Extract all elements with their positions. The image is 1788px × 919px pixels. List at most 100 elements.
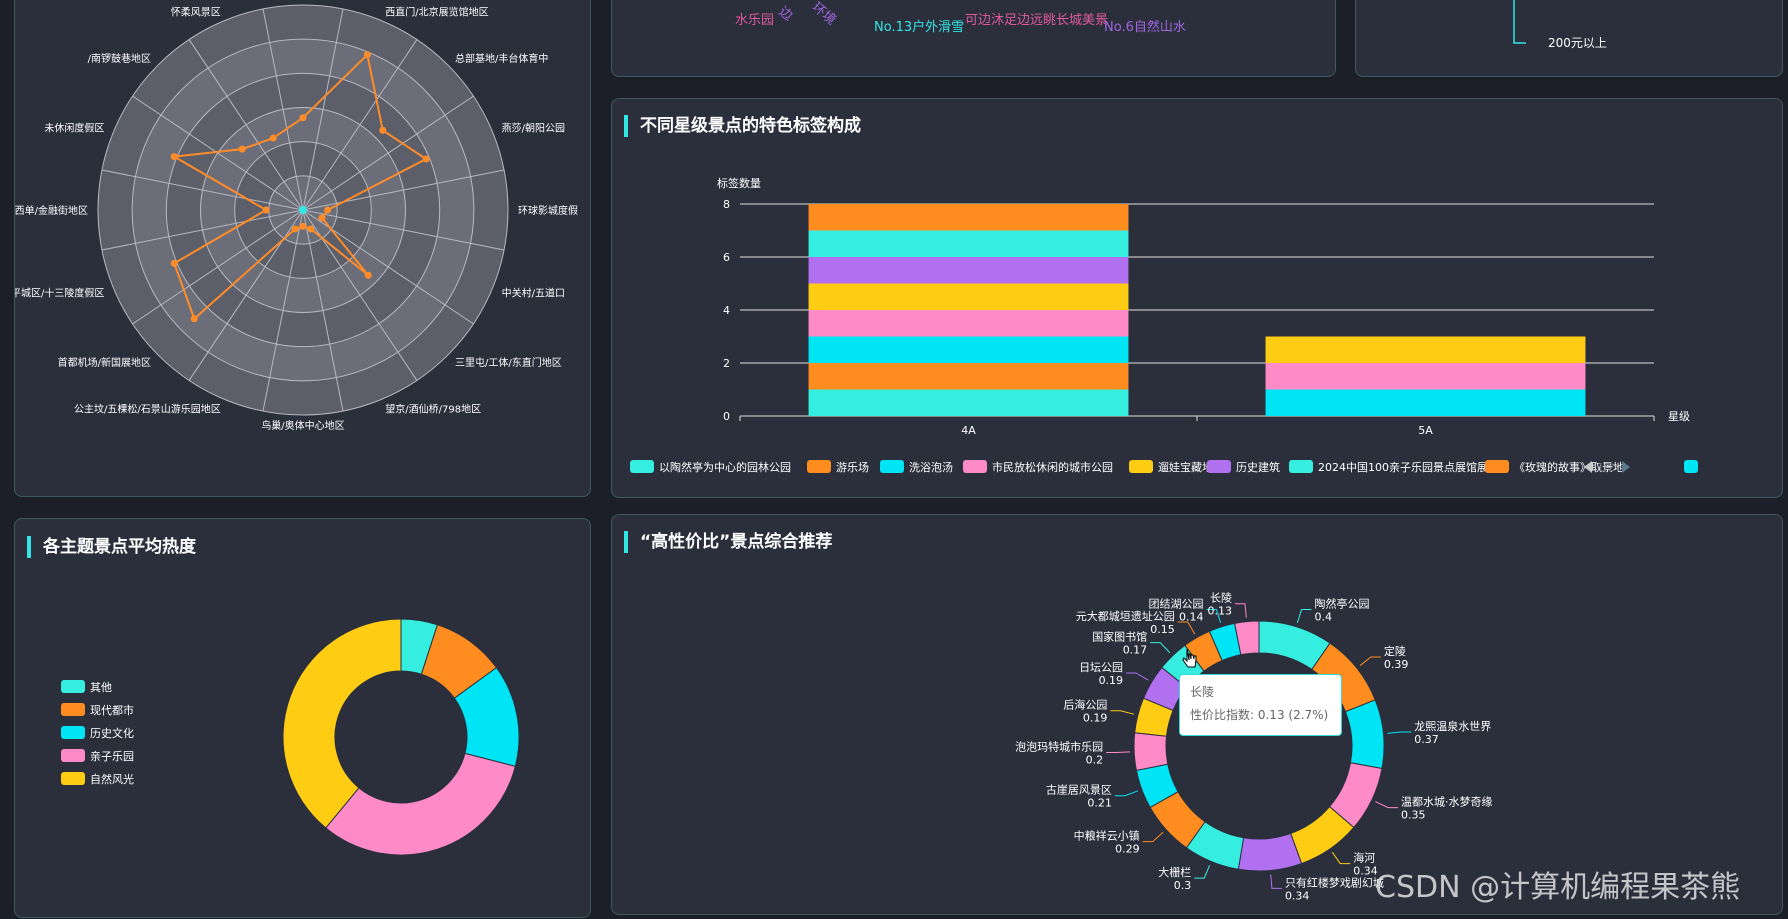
tag-panel-title: 不同星级景点的特色标签构成 [624, 115, 861, 137]
bar-legend-swatch-more [1684, 460, 1698, 473]
bar-legend-label: 2024中国100亲子乐园景点展馆展览 [1318, 460, 1499, 474]
value-slice-value: 0.19 [1083, 712, 1108, 725]
bar-legend-label: 洗浴泡汤 [909, 460, 953, 474]
radar-spoke [132, 95, 304, 211]
bar-legend-label: 游乐场 [836, 460, 869, 474]
value-label-line [1114, 790, 1139, 797]
watermark: CSDN @计算机编程果茶熊 [1375, 870, 1741, 905]
value-slice-label: 大栅栏 [1158, 865, 1191, 879]
top-mid-item-1: 水乐园 [735, 13, 775, 28]
bar-y-tick-label: 2 [723, 357, 730, 370]
radar-point [324, 206, 332, 214]
bar-segment [808, 389, 1129, 416]
value-slice-value: 0.14 [1179, 610, 1204, 623]
radar-point [363, 51, 371, 59]
bar-y-tick-label: 6 [723, 251, 730, 264]
radar-point [422, 155, 430, 163]
legend-prev-icon [1584, 461, 1592, 473]
value-label-line [1106, 751, 1131, 753]
bar-legend-swatch [630, 460, 654, 473]
radar-point [299, 114, 307, 122]
radar-point [170, 153, 178, 161]
tag-composition-panel: 不同星级景点的特色标签构成 0 2 4 6 8 标签数量 星级 4A 5A 以陶然亭为中心的园林公… [611, 98, 1783, 498]
theme-legend-swatch [61, 680, 85, 693]
value-slice-label: 中粮祥云小镇 [1074, 829, 1140, 843]
theme-legend-swatch [61, 749, 85, 762]
value-slice-label: 陶然亭公园 [1315, 596, 1370, 610]
theme-legend-label: 自然风光 [90, 772, 134, 786]
radar-axis-label: 燕莎/朝阳公园 [502, 122, 565, 135]
bar-x-tick-label: 5A [1418, 424, 1433, 437]
legend-next-icon [1622, 461, 1630, 473]
value-slice [1344, 699, 1385, 770]
value-slice-label: 长陵 [1210, 592, 1232, 605]
value-slice-value: 0.2 [1086, 753, 1104, 766]
value-label-line [1150, 642, 1171, 654]
theme-heat-title: 各主题景点平均热度 [27, 536, 196, 558]
bar-x-axis-label: 星级 [1668, 410, 1690, 423]
bar-legend-label: 市民放松休闲的城市公园 [992, 460, 1113, 474]
value-label-line [1194, 864, 1211, 879]
top-right-panel: 200元以上 [1355, 0, 1783, 77]
radar-axis-label: 三里屯/工体/东直门地区 [455, 356, 562, 369]
radar-point [299, 222, 307, 230]
value-slice-value: 0.34 [1353, 865, 1378, 878]
value-slice-label: 古崖居风景区 [1046, 784, 1112, 797]
bar-segment [808, 310, 1129, 337]
value-slice-value: 0.3 [1174, 879, 1192, 892]
value-slice-label: 国家图书馆 [1092, 630, 1147, 644]
radar-spoke [188, 39, 304, 211]
value-slice-value: 0.39 [1384, 658, 1409, 671]
value-slice-value: 0.21 [1087, 797, 1112, 810]
radar-axis-label: 总部基地/丰台体育中 [455, 52, 548, 65]
value-label-line [1142, 831, 1164, 843]
value-label-line [1126, 672, 1149, 681]
bar-y-tick-label: 0 [723, 410, 730, 423]
radar-spoke [262, 8, 304, 211]
theme-slice [282, 618, 402, 829]
radar-axis-label: 未休闲度假区 [44, 122, 104, 135]
bar-legend-swatch [1485, 460, 1509, 473]
radar-axis-label: 中关村/五道口 [502, 286, 565, 299]
bar-legend-label: 《玫瑰的故事》取景地 [1514, 460, 1624, 474]
price-legend-line [1513, 0, 1526, 44]
radar-axis-label: /南锣鼓巷地区 [88, 52, 151, 65]
bar-y-tick-label: 8 [723, 198, 730, 211]
radar-axis-label: 怀柔风景区 [171, 6, 221, 18]
value-slice-label: 定陵 [1384, 644, 1406, 658]
bar-legend-swatch [1129, 460, 1153, 473]
radar-axis-label: 前门/天坛公园/崇文门 [255, 0, 352, 2]
value-slice-label: 泡泡玛特城市乐园 [1015, 739, 1103, 753]
value-slice-label: 海河 [1353, 851, 1375, 865]
value-slice [1237, 832, 1303, 872]
value-slice-value: 0.17 [1123, 644, 1148, 657]
theme-legend-label: 亲子乐园 [90, 749, 134, 763]
value-slice-value: 0.29 [1115, 843, 1140, 856]
bar-legend-label: 遛娃宝藏地 [1158, 460, 1213, 474]
top-middle-panel: 水乐园 边 环境 No.13户外滑雪 可边沐足边远眺长城美景 No.6自然山水 [611, 0, 1336, 77]
value-label-line [1110, 710, 1135, 715]
bar-segment [1265, 363, 1586, 390]
bar-segment [808, 204, 1129, 231]
top-mid-item-2: No.13户外滑雪 [874, 20, 965, 35]
value-slice-label: 元大都城垣遗址公园 [1076, 609, 1175, 623]
value-slice-value: 0.37 [1414, 733, 1439, 746]
bar-legend-label: 以陶然亭为中心的园林公园 [659, 460, 791, 474]
value-slice-value: 0.35 [1401, 809, 1426, 822]
theme-legend-label: 历史文化 [90, 726, 134, 740]
value-slice [1133, 732, 1169, 771]
bar-legend-swatch [1289, 460, 1313, 473]
value-slice-label: 龙熙温泉水世界 [1414, 719, 1491, 733]
tooltip-name: 长陵 [1190, 685, 1215, 699]
radar-axis-label: 鸟巢/奥体中心地区 [261, 419, 344, 432]
bar-segment [1265, 336, 1586, 363]
radar-point [170, 259, 178, 267]
value-label-line [1331, 851, 1351, 865]
value-slice-value: 0.19 [1099, 674, 1124, 687]
radar-point [190, 315, 198, 323]
radar-spoke [262, 209, 304, 412]
value-label-line [1206, 608, 1222, 623]
top-mid-item-4: No.6自然山水 [1104, 20, 1186, 35]
